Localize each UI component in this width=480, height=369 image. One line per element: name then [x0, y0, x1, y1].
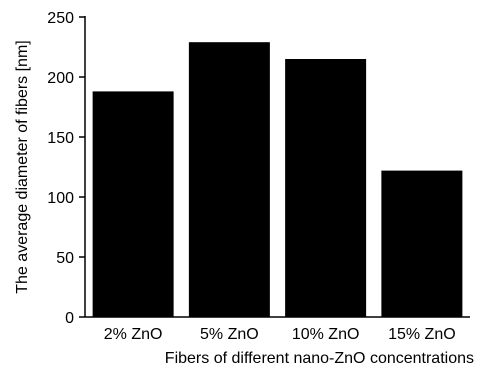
- y-tick-label: 50: [56, 250, 74, 267]
- x-tick-label: 15% ZnO: [388, 326, 456, 343]
- y-tick-label: 100: [47, 190, 74, 207]
- y-axis-label: The average diameter of fibers [nm]: [14, 40, 31, 293]
- bar: [381, 170, 463, 317]
- y-axis-ticks: 0 50 100 150 200 250: [47, 10, 85, 327]
- bar: [188, 42, 270, 317]
- x-tick-label: 5% ZnO: [200, 326, 259, 343]
- x-tick-label: 2% ZnO: [104, 326, 163, 343]
- bar: [92, 91, 174, 318]
- y-tick-label: 150: [47, 130, 74, 147]
- x-axis-ticks: 2% ZnO 5% ZnO 10% ZnO 15% ZnO: [104, 326, 456, 343]
- y-tick-label: 200: [47, 70, 74, 87]
- y-tick-label: 0: [65, 310, 74, 327]
- x-axis-label: Fibers of different nano-ZnO concentrati…: [165, 350, 474, 367]
- bars-group: [92, 42, 463, 318]
- y-tick-label: 250: [47, 10, 74, 27]
- x-tick-label: 10% ZnO: [292, 326, 360, 343]
- bar: [285, 59, 367, 317]
